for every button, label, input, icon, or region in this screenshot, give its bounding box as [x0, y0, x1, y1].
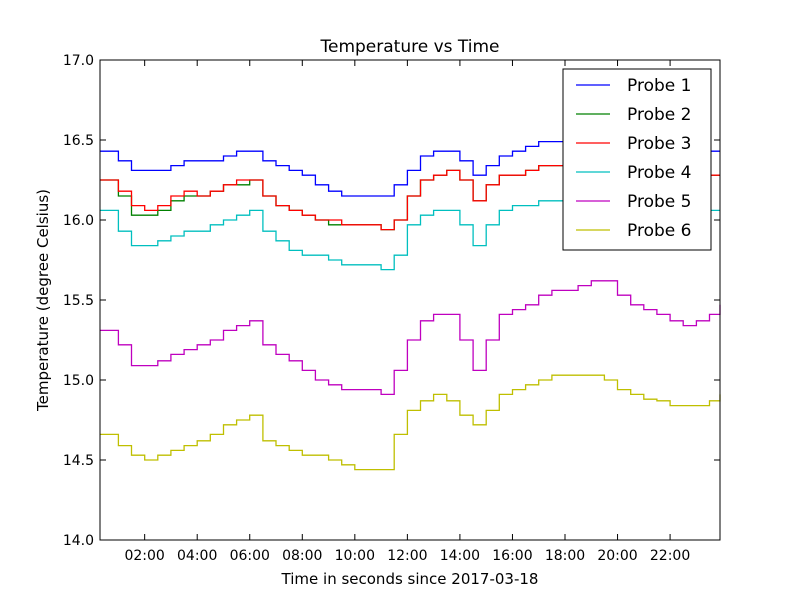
x-tick-label: 12:00 — [387, 548, 427, 564]
y-axis: 14.0 14.5 15.0 15.5 16.0 16.5 17.0 — [63, 53, 720, 549]
y-tick-label: 17.0 — [63, 53, 94, 69]
y-tick-label: 15.0 — [63, 373, 94, 389]
y-tick-label: 16.5 — [63, 133, 94, 149]
y-tick-label: 16.0 — [63, 213, 94, 229]
series-line-probe-6 — [100, 374, 721, 471]
y-axis-label: Temperature (degree Celsius) — [34, 189, 52, 412]
y-tick-label: 15.5 — [63, 293, 94, 309]
series-line-probe-5 — [100, 280, 721, 396]
chart-title: Temperature vs Time — [319, 37, 499, 57]
x-tick-label: 06:00 — [230, 548, 270, 564]
y-tick-label: 14.0 — [63, 533, 94, 549]
legend-label-probe-2: Probe 2 — [627, 105, 691, 125]
legend-label-probe-1: Probe 1 — [627, 76, 691, 96]
x-tick-label: 10:00 — [335, 548, 375, 564]
legend: Probe 1 Probe 2 Probe 3 Probe 4 Probe 5 Probe… — [562, 68, 712, 251]
x-tick-label: 16:00 — [492, 548, 532, 564]
legend-label-probe-6: Probe 6 — [627, 221, 691, 241]
legend-label-probe-4: Probe 4 — [627, 163, 691, 183]
x-axis-label: Time in seconds since 2017-03-18 — [281, 570, 539, 588]
legend-label-probe-3: Probe 3 — [627, 134, 691, 154]
x-tick-label: 14:00 — [440, 548, 480, 564]
plot-area — [100, 140, 721, 471]
x-axis: 02:00 04:00 06:00 08:00 10:00 12:00 14:00 16:00… — [124, 60, 690, 564]
x-tick-label: 08:00 — [282, 548, 322, 564]
legend-label-probe-5: Probe 5 — [627, 192, 691, 212]
x-tick-label: 22:00 — [650, 548, 690, 564]
legend-box — [562, 68, 712, 251]
y-tick-label: 14.5 — [63, 453, 94, 469]
x-tick-label: 02:00 — [124, 548, 164, 564]
x-tick-label: 20:00 — [597, 548, 637, 564]
x-tick-label: 04:00 — [177, 548, 217, 564]
x-tick-label: 18:00 — [545, 548, 585, 564]
